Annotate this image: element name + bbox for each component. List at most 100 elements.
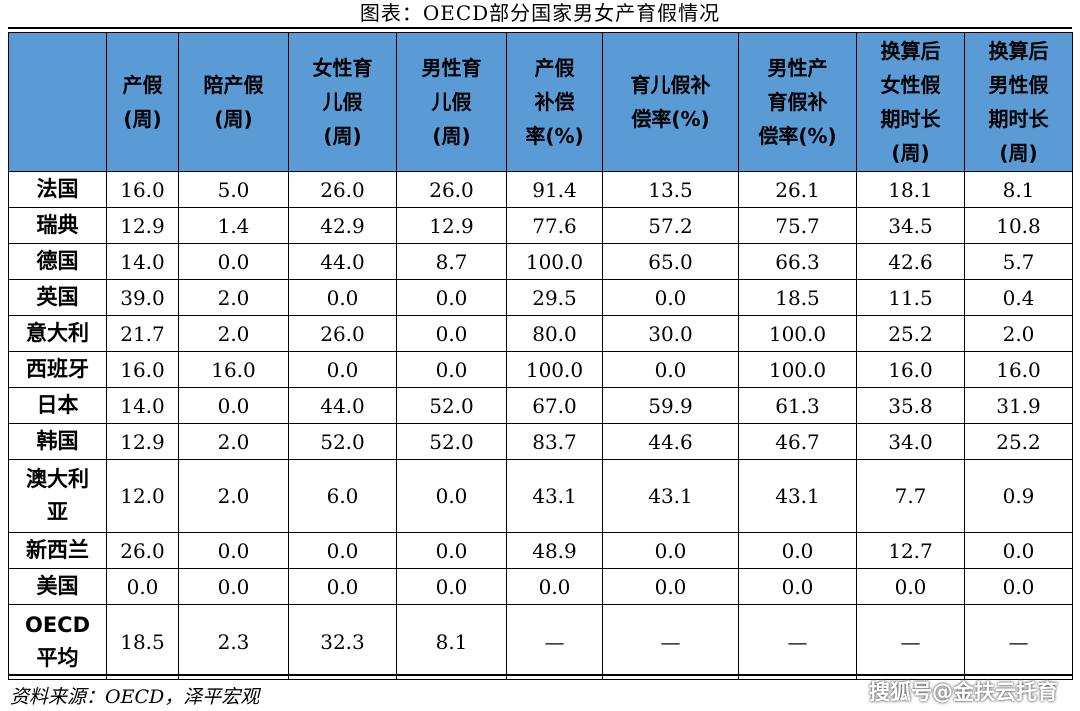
value-cell: 35.8 — [856, 387, 965, 424]
value-cell: 26.0 — [288, 315, 397, 352]
value-cell: 0.0 — [178, 387, 289, 424]
value-cell: 12.0 — [106, 459, 179, 533]
watermark: 搜狐号@金扶云托育 — [869, 680, 1058, 704]
table-row: 西班牙 16.0 16.0 0.0 0.0 100.0 0.0 100.0 16.0 16.0 — [8, 351, 1073, 388]
value-cell: 0.0 — [396, 568, 507, 605]
value-cell: 0.0 — [602, 532, 739, 569]
value-cell: 44.6 — [602, 423, 739, 460]
table-row: 意大利 21.7 2.0 26.0 0.0 80.0 30.0 100.0 25.2 2.0 — [8, 315, 1073, 352]
country-cell: 韩国 — [8, 423, 107, 460]
value-cell: 7.7 — [856, 459, 965, 533]
value-cell: 0.0 — [178, 532, 289, 569]
table-row: 法国 16.0 5.0 26.0 26.0 91.4 13.5 26.1 18.1 8.1 — [8, 171, 1073, 208]
value-cell: 10.8 — [964, 207, 1073, 244]
value-cell: 26.0 — [396, 171, 507, 208]
value-cell: 13.5 — [602, 171, 739, 208]
value-cell: 26.1 — [738, 171, 857, 208]
value-cell: 32.3 — [288, 604, 397, 680]
value-cell: 31.9 — [964, 387, 1073, 424]
value-cell: 16.0 — [178, 351, 289, 388]
value-cell: — — [964, 604, 1073, 680]
value-cell: 0.0 — [288, 351, 397, 388]
bottom-rule — [8, 674, 1072, 676]
value-cell: 59.9 — [602, 387, 739, 424]
value-cell: 11.5 — [856, 279, 965, 316]
value-cell: 65.0 — [602, 243, 739, 280]
value-cell: 0.0 — [602, 568, 739, 605]
value-cell: 0.0 — [178, 243, 289, 280]
value-cell: 0.0 — [506, 568, 603, 605]
value-cell: 8.7 — [396, 243, 507, 280]
table-row: 新西兰 26.0 0.0 0.0 0.0 48.9 0.0 0.0 12.7 0.0 — [8, 532, 1073, 569]
value-cell: 0.0 — [288, 568, 397, 605]
value-cell: 80.0 — [506, 315, 603, 352]
value-cell: 34.0 — [856, 423, 965, 460]
value-cell: — — [506, 604, 603, 680]
value-cell: 100.0 — [506, 351, 603, 388]
value-cell: 44.0 — [288, 243, 397, 280]
table-row: 英国 39.0 2.0 0.0 0.0 29.5 0.0 18.5 11.5 0.4 — [8, 279, 1073, 316]
value-cell: 16.0 — [106, 171, 179, 208]
value-cell: 0.0 — [396, 279, 507, 316]
value-cell: 14.0 — [106, 243, 179, 280]
value-cell: 0.0 — [106, 568, 179, 605]
table-row: 韩国 12.9 2.0 52.0 52.0 83.7 44.6 46.7 34.0 25.2 — [8, 423, 1073, 460]
value-cell: 16.0 — [856, 351, 965, 388]
table-row: 德国 14.0 0.0 44.0 8.7 100.0 65.0 66.3 42.6 5.7 — [8, 243, 1073, 280]
value-cell: 26.0 — [288, 171, 397, 208]
value-cell: 100.0 — [738, 315, 857, 352]
value-cell: 12.9 — [396, 207, 507, 244]
header-cell: 陪产假 (周) — [178, 32, 289, 172]
source-note: 资料来源：OECD，泽平宏观 — [10, 686, 260, 708]
value-cell: 0.0 — [964, 568, 1073, 605]
value-cell: 8.1 — [396, 604, 507, 680]
value-cell: 100.0 — [506, 243, 603, 280]
table-row: 澳大利 亚 12.0 2.0 6.0 0.0 43.1 43.1 43.1 7.7 0.9 — [8, 459, 1073, 533]
value-cell: 29.5 — [506, 279, 603, 316]
value-cell: 6.0 — [288, 459, 397, 533]
country-cell: 日本 — [8, 387, 107, 424]
value-cell: 57.2 — [602, 207, 739, 244]
value-cell: 25.2 — [856, 315, 965, 352]
value-cell: 48.9 — [506, 532, 603, 569]
value-cell: 52.0 — [396, 423, 507, 460]
value-cell: 12.7 — [856, 532, 965, 569]
value-cell: 43.1 — [738, 459, 857, 533]
value-cell: 5.0 — [178, 171, 289, 208]
value-cell: 16.0 — [106, 351, 179, 388]
value-cell: 1.4 — [178, 207, 289, 244]
country-cell: 英国 — [8, 279, 107, 316]
value-cell: 0.0 — [738, 532, 857, 569]
value-cell: 0.0 — [396, 315, 507, 352]
value-cell: — — [738, 604, 857, 680]
country-cell: 新西兰 — [8, 532, 107, 569]
value-cell: 43.1 — [602, 459, 739, 533]
value-cell: 42.9 — [288, 207, 397, 244]
country-cell: 意大利 — [8, 315, 107, 352]
value-cell: 2.0 — [964, 315, 1073, 352]
header-cell: 产假 补偿 率(%) — [506, 32, 603, 172]
value-cell: 2.0 — [178, 423, 289, 460]
value-cell: 44.0 — [288, 387, 397, 424]
value-cell: 0.0 — [178, 568, 289, 605]
value-cell: 0.0 — [602, 279, 739, 316]
header-row: 产假 (周) 陪产假 (周) 女性育 儿假 (周) 男性育 儿假 (周) 产假 … — [8, 32, 1073, 172]
value-cell: 75.7 — [738, 207, 857, 244]
value-cell: 0.0 — [856, 568, 965, 605]
header-cell: 换算后 女性假 期时长 (周) — [856, 32, 965, 172]
value-cell: 2.0 — [178, 315, 289, 352]
value-cell: 18.5 — [106, 604, 179, 680]
header-cell: 女性育 儿假 (周) — [288, 32, 397, 172]
value-cell: 0.0 — [396, 351, 507, 388]
value-cell: — — [602, 604, 739, 680]
value-cell: 42.6 — [856, 243, 965, 280]
value-cell: 0.0 — [396, 532, 507, 569]
value-cell: 26.0 — [106, 532, 179, 569]
top-rule — [8, 27, 1072, 29]
value-cell: 43.1 — [506, 459, 603, 533]
header-cell: 男性育 儿假 (周) — [396, 32, 507, 172]
value-cell: 16.0 — [964, 351, 1073, 388]
value-cell: 0.0 — [396, 459, 507, 533]
value-cell: 83.7 — [506, 423, 603, 460]
value-cell: 0.0 — [602, 351, 739, 388]
